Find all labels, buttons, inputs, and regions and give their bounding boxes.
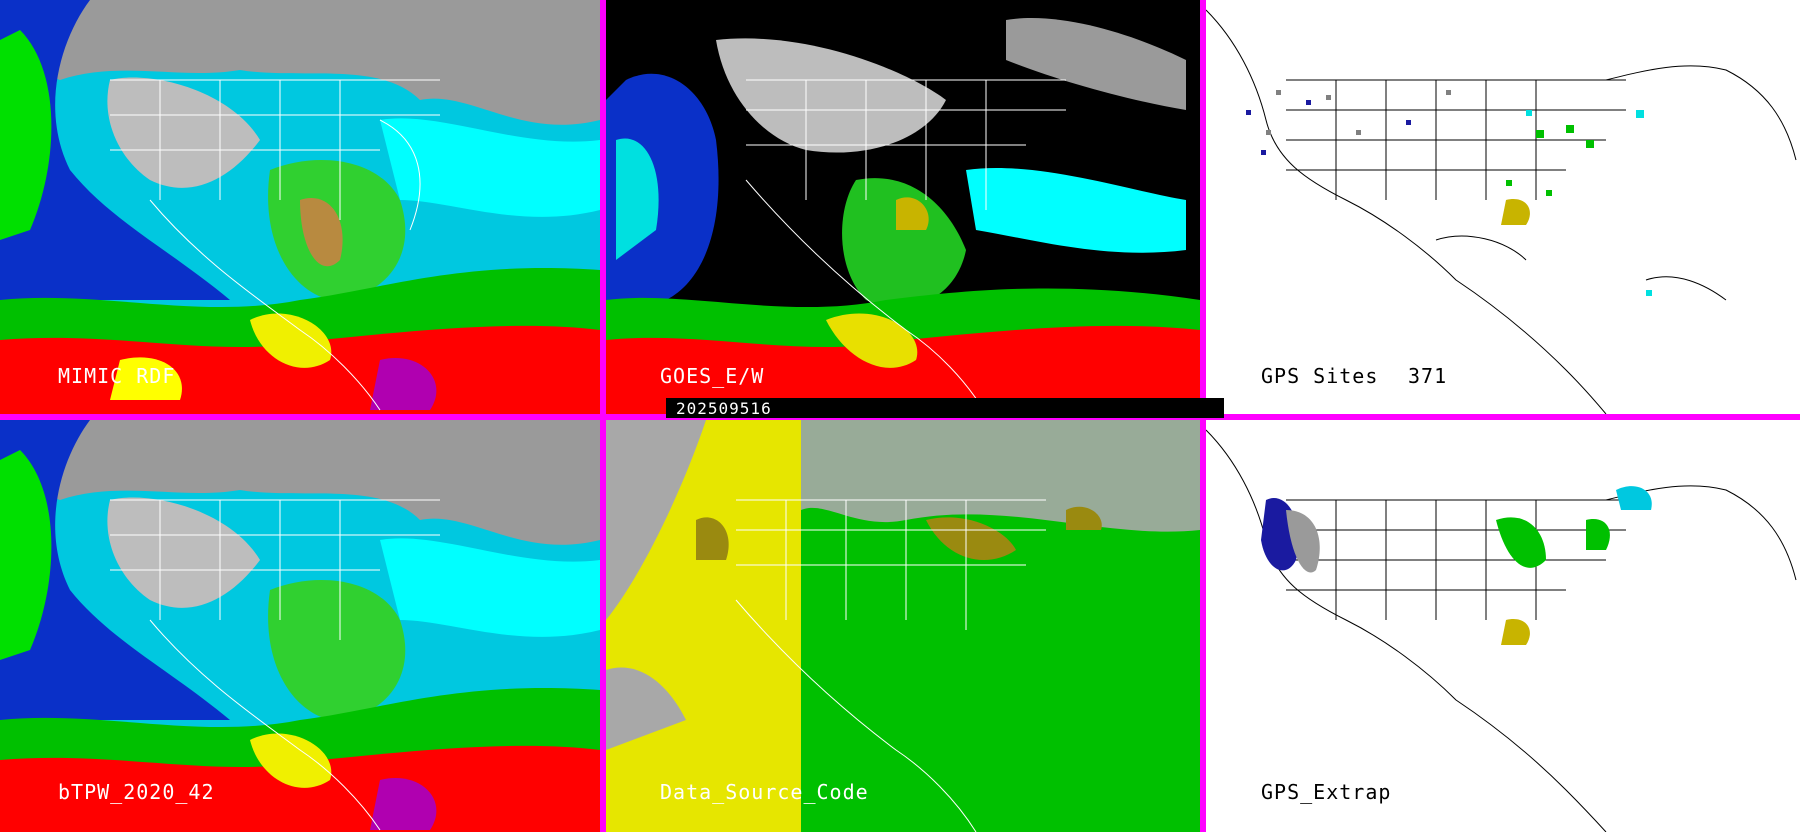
data-source-map [606,420,1200,832]
data-source-panel: Data_Source_Code [606,420,1200,832]
gps-extrap-panel: GPS_Extrap [1206,420,1800,832]
mimic-rdf-label: MIMIC RDF [58,364,176,388]
timestamp-text: 202509516 [676,399,772,418]
gps-sites-map [1206,0,1800,414]
goes-ew-map [606,0,1200,414]
btpw-panel: bTPW_2020_42 [0,420,600,832]
timestamp-bar: 202509516 [666,398,1224,418]
gps-sites-panel: GPS Sites 371 [1206,0,1800,414]
gps-sites-label: GPS Sites [1261,364,1379,388]
mimic-rdf-panel: MIMIC RDF [0,0,600,414]
gps-sites-count: 371 [1408,364,1448,388]
gps-extrap-map [1206,420,1800,832]
mimic-rdf-map [0,0,600,414]
gps-extrap-label: GPS_Extrap [1261,780,1392,804]
goes-ew-panel: GOES_E/W [606,0,1200,414]
btpw-map [0,420,600,832]
goes-ew-label: GOES_E/W [660,364,765,388]
btpw-label: bTPW_2020_42 [58,780,215,804]
data-source-label: Data_Source_Code [660,780,869,804]
